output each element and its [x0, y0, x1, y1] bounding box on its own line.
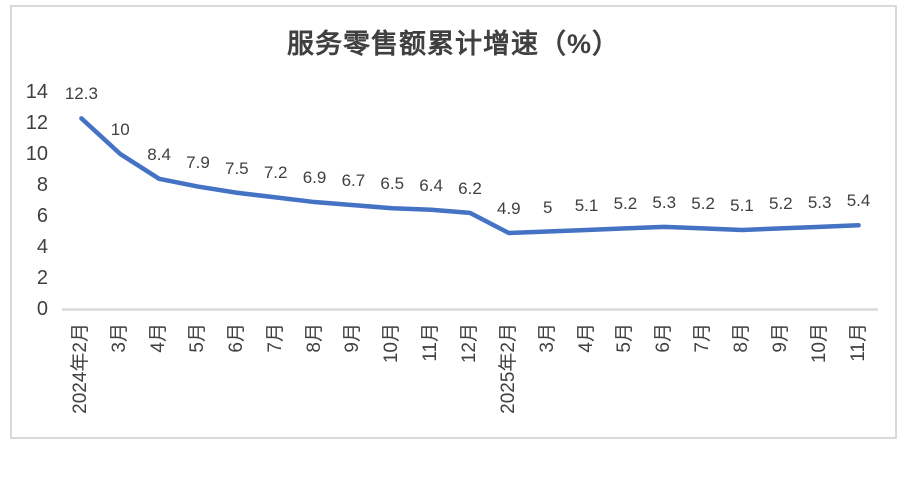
y-tick-label: 10	[25, 143, 48, 165]
x-tick-label: 3月	[536, 323, 558, 353]
data-label: 5.4	[846, 191, 871, 211]
y-tick-label: 2	[36, 267, 48, 289]
data-label: 4.9	[496, 199, 521, 219]
data-label: 7.2	[263, 163, 288, 183]
x-tick-label: 11月	[420, 323, 442, 362]
x-tick-label: 12月	[458, 323, 480, 364]
data-label: 6.9	[302, 168, 327, 188]
x-tick-label: 2024年2月	[70, 323, 92, 414]
x-tick-label: 6月	[653, 323, 675, 353]
x-tick-label: 4月	[148, 323, 170, 353]
data-label: 6.5	[380, 174, 405, 194]
data-label: 8.4	[147, 144, 171, 164]
x-tick-label: 6月	[225, 323, 247, 353]
chart-title: 服务零售额累计增速（%）	[286, 29, 620, 59]
y-tick-label: 14	[25, 81, 48, 103]
x-tick-label: 10月	[808, 323, 830, 364]
data-label: 5.3	[807, 192, 832, 212]
data-label: 5.2	[768, 194, 793, 214]
y-tick-label: 6	[36, 205, 48, 227]
data-label: 7.5	[224, 158, 249, 178]
data-label: 7.9	[186, 152, 210, 172]
chart-frame	[10, 5, 897, 439]
x-tick-label: 8月	[303, 323, 325, 353]
x-tick-label: 4月	[575, 323, 597, 353]
x-tick-label: 2025年2月	[497, 323, 519, 414]
y-tick-label: 4	[36, 236, 48, 258]
x-tick-label: 9月	[769, 323, 791, 353]
x-tick-label: 11月	[847, 323, 869, 362]
x-tick-label: 5月	[186, 323, 208, 353]
data-label: 5.2	[613, 194, 638, 214]
x-tick-label: 9月	[342, 323, 364, 353]
x-tick-label: 7月	[692, 323, 714, 353]
x-tick-label: 3月	[109, 323, 131, 353]
x-tick-label: 7月	[264, 323, 286, 353]
data-label: 6.2	[458, 178, 482, 198]
x-tick-label: 8月	[730, 323, 752, 353]
data-label: 12.3	[64, 84, 98, 104]
data-label: 5.3	[652, 192, 677, 212]
data-label: 5	[542, 197, 553, 217]
data-label: 6.4	[419, 175, 443, 195]
data-label: 5.1	[730, 195, 754, 215]
data-label: 5.1	[574, 195, 599, 215]
y-tick-label: 0	[36, 298, 48, 320]
data-label: 10	[110, 120, 130, 139]
x-tick-label: 5月	[614, 323, 636, 353]
data-label: 6.7	[341, 171, 366, 191]
data-label: 5.2	[691, 194, 715, 214]
y-tick-label: 8	[36, 174, 48, 196]
y-tick-label: 12	[25, 112, 48, 134]
x-tick-label: 10月	[381, 323, 403, 364]
series-line	[79, 116, 861, 236]
